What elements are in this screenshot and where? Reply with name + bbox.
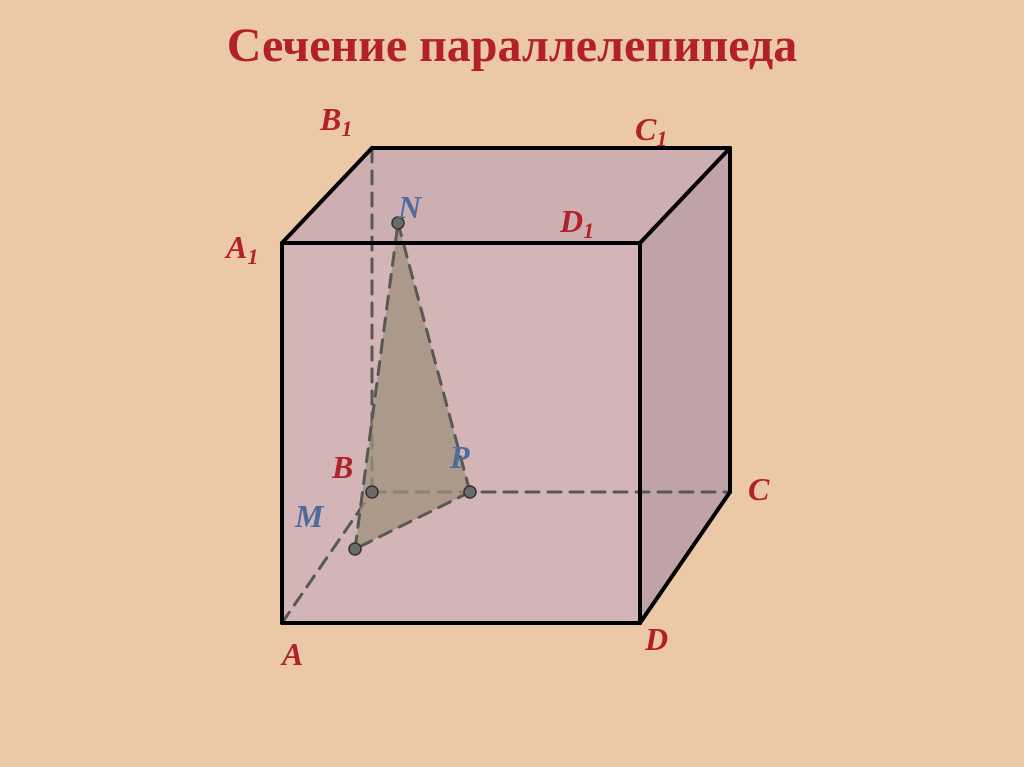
label-B: B — [331, 449, 353, 485]
diagram-stage: Сечение параллелепипеда ADCBA1D1C1B1MPN — [0, 0, 1024, 767]
label-N: N — [397, 189, 423, 225]
diagram-svg: ADCBA1D1C1B1MPN — [0, 0, 1024, 767]
label-A: A — [280, 636, 303, 672]
label-A1: A1 — [224, 229, 258, 269]
label-D: D — [644, 621, 668, 657]
label-P: P — [449, 439, 470, 475]
label-B1: B1 — [319, 101, 352, 141]
label-M: M — [294, 498, 325, 534]
label-C: C — [748, 471, 770, 507]
label-C1: C1 — [635, 111, 667, 151]
